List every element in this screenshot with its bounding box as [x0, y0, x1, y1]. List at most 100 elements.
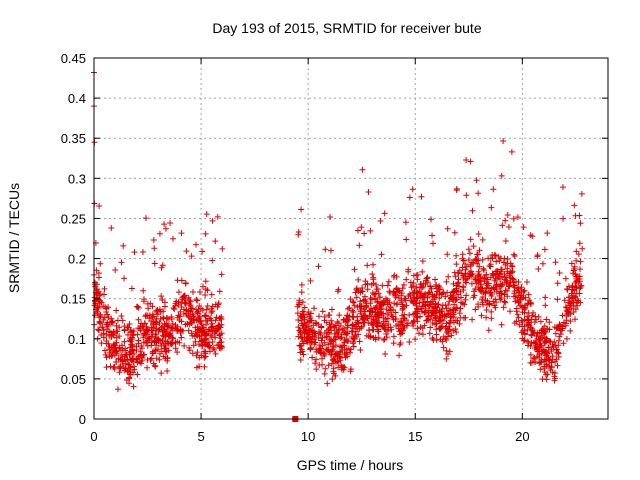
data-point	[343, 318, 350, 325]
data-point	[372, 290, 379, 297]
data-point	[326, 321, 333, 328]
data-point	[368, 313, 375, 320]
data-point	[172, 345, 179, 352]
data-point	[128, 341, 135, 348]
data-point	[194, 332, 201, 339]
data-point	[185, 327, 192, 334]
data-point	[183, 306, 190, 313]
data-point	[107, 349, 114, 356]
data-point	[410, 280, 417, 287]
data-point	[357, 287, 364, 294]
data-point	[300, 340, 307, 347]
data-point	[367, 332, 374, 339]
data-point	[483, 284, 490, 291]
data-point	[578, 190, 585, 197]
data-point	[433, 326, 440, 333]
data-point	[364, 286, 371, 293]
data-point	[335, 286, 342, 293]
data-point	[319, 308, 326, 315]
y-tick-label: 0.35	[61, 131, 86, 146]
data-point	[399, 312, 406, 319]
data-point	[501, 291, 508, 298]
data-point	[383, 318, 390, 325]
data-point	[479, 236, 486, 243]
data-point	[355, 276, 362, 283]
data-point	[365, 319, 372, 326]
data-point	[202, 278, 209, 285]
data-point	[382, 351, 389, 358]
y-tick-label: 0.2	[68, 252, 86, 267]
x-tick-label: 15	[408, 429, 422, 444]
data-point	[370, 317, 377, 324]
data-point	[183, 248, 190, 255]
data-point	[499, 222, 506, 229]
data-point	[165, 322, 172, 329]
data-point	[350, 340, 357, 347]
data-point	[98, 340, 105, 347]
data-point	[537, 318, 544, 325]
data-point	[571, 202, 578, 209]
data-point	[214, 213, 221, 220]
data-point	[169, 325, 176, 332]
data-point	[387, 324, 394, 331]
data-point	[513, 318, 520, 325]
data-point	[378, 251, 385, 258]
data-point	[301, 304, 308, 311]
data-point	[175, 289, 182, 296]
data-point	[443, 278, 450, 285]
data-point	[148, 318, 155, 325]
data-point	[100, 303, 107, 310]
data-point	[317, 349, 324, 356]
data-point	[185, 294, 192, 301]
data-point	[312, 339, 319, 346]
data-point	[370, 305, 377, 312]
data-point	[376, 294, 383, 301]
data-point	[498, 172, 505, 179]
data-point	[95, 288, 102, 295]
data-point	[295, 231, 302, 238]
data-point	[152, 348, 159, 355]
data-point	[466, 273, 473, 280]
data-point	[218, 271, 225, 278]
data-point	[457, 305, 464, 312]
data-point	[192, 328, 199, 335]
data-point	[317, 331, 324, 338]
data-point	[126, 320, 133, 327]
data-point	[521, 337, 528, 344]
data-point	[571, 287, 578, 294]
data-point	[539, 260, 546, 267]
data-point	[344, 312, 351, 319]
data-point	[555, 349, 562, 356]
data-point	[108, 225, 115, 232]
data-point	[318, 323, 325, 330]
data-point	[149, 314, 156, 321]
data-point	[134, 371, 141, 378]
data-point	[524, 279, 531, 286]
data-point	[96, 202, 103, 209]
data-point	[437, 316, 444, 323]
data-point	[419, 258, 426, 265]
data-point	[212, 317, 219, 324]
data-point	[161, 299, 168, 306]
data-point	[483, 314, 490, 321]
data-point	[218, 343, 225, 350]
data-point	[447, 311, 454, 318]
data-point	[535, 336, 542, 343]
data-point	[168, 324, 175, 331]
data-point	[304, 311, 311, 318]
data-point	[390, 316, 397, 323]
data-point	[453, 288, 460, 295]
data-point	[185, 313, 192, 320]
data-point	[397, 318, 404, 325]
data-point	[156, 350, 163, 357]
data-point	[390, 333, 397, 340]
data-point	[480, 301, 487, 308]
data-point	[294, 310, 301, 317]
data-point	[549, 353, 556, 360]
data-point	[501, 298, 508, 305]
data-point	[576, 278, 583, 285]
data-point	[507, 308, 514, 315]
data-point	[196, 325, 203, 332]
data-point	[177, 308, 184, 315]
data-point	[572, 212, 579, 219]
